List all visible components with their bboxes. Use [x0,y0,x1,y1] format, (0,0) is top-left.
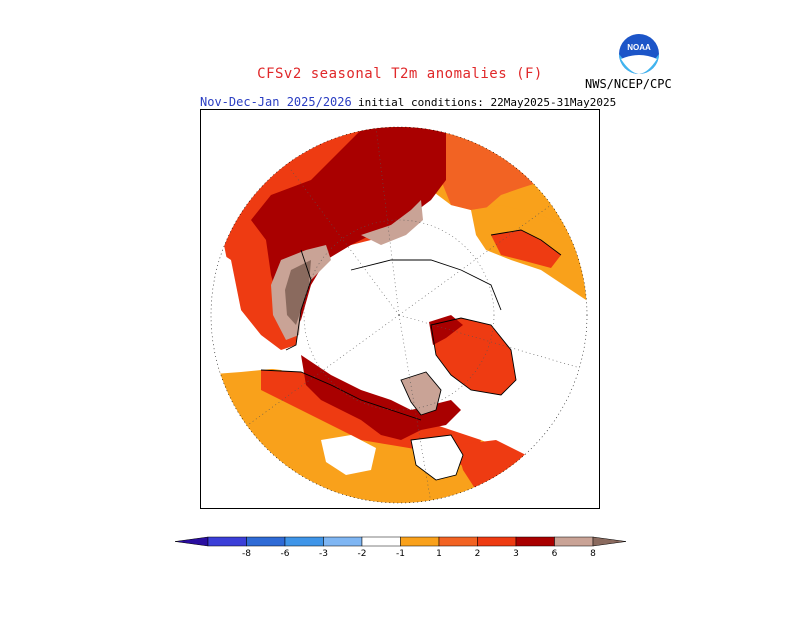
legend-tick-label: 1 [436,549,442,559]
anomaly-region-pacific-normal [501,280,587,370]
anomaly-region-kara-brown [361,200,423,245]
noaa-logo-icon: NOAA [618,33,660,75]
legend-tick-label: -2 [358,549,367,559]
forecast-period: Nov-Dec-Jan 2025/2026 [200,95,352,109]
legend-bin-6 [400,536,440,547]
color-legend: -8 -6 -3 -2 -1 1 2 3 6 8 [170,532,630,562]
anomaly-region-alaska-normal [321,435,376,475]
anomaly-region-pacific-south-normal [531,350,587,503]
legend-bin-11 [592,536,627,547]
legend-tick-label: -8 [242,549,251,559]
polar-map [200,109,600,509]
anomaly-region-eastasia-red [491,230,561,268]
logo-text: NOAA [627,43,651,52]
legend-bin-5 [361,536,401,547]
legend-tick-label: 2 [475,549,481,559]
legend-tick-label: 8 [590,549,596,559]
anomaly-region-canada-darkred [301,355,461,440]
legend-bin-0 [174,536,209,547]
legend-bin-2 [246,536,286,547]
legend-tick-label: 3 [513,549,519,559]
anomaly-region-arctic-ocean-normal [326,260,501,370]
initial-conditions: initial conditions: 22May2025-31May2025 [358,96,617,109]
legend-bin-3 [284,536,324,547]
legend-bin-8 [477,536,517,547]
legend-tick-label: -6 [281,549,290,559]
agency-label: NWS/NCEP/CPC [585,77,672,91]
legend-bin-4 [323,536,363,547]
legend-bin-10 [554,536,594,547]
legend-tick-label: 6 [552,549,558,559]
legend-bin-7 [438,536,478,547]
legend-bin-1 [207,536,247,547]
map-title: CFSv2 seasonal T2m anomalies (F) [257,66,543,82]
anomaly-region-europe-normal [211,350,281,375]
coastlines [260,229,562,481]
map-boundary [210,126,588,504]
legend-tick-label: -1 [396,549,405,559]
legend-tick-label: -3 [319,549,328,559]
anomaly-region-greenland-darkred [429,315,463,345]
anomaly-region-scandinavia-darkbrown [285,260,311,325]
anomaly-region-atlantic-normal [211,240,241,360]
anomaly-region-hudson-bay-normal [411,435,463,480]
legend-bin-9 [515,536,555,547]
anomaly-field [211,127,587,503]
graticule [240,127,587,503]
